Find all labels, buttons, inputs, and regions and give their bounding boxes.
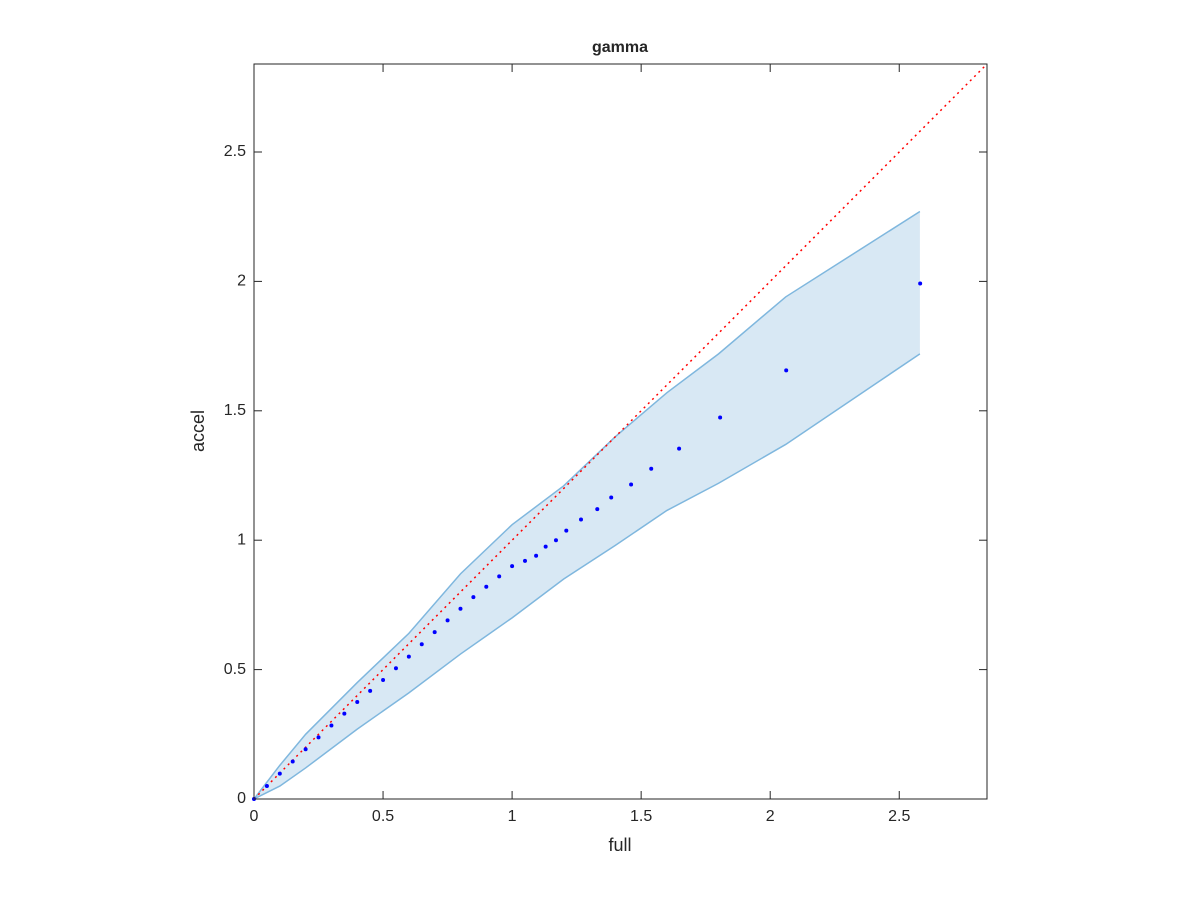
data-point — [406, 654, 411, 659]
data-point — [534, 553, 539, 558]
data-point — [677, 446, 682, 451]
x-tick-label: 1 — [508, 808, 517, 825]
data-point — [329, 723, 334, 728]
x-axis-label: full — [608, 835, 631, 855]
y-tick-label: 2.5 — [224, 143, 246, 160]
data-point — [342, 711, 347, 716]
y-tick-label: 2 — [237, 273, 246, 290]
data-point — [445, 618, 450, 623]
chart-title: gamma — [592, 39, 648, 56]
data-point — [629, 482, 634, 487]
data-point — [368, 688, 373, 693]
data-point — [510, 564, 515, 569]
data-point — [471, 595, 476, 600]
x-tick-label: 2.5 — [888, 808, 910, 825]
data-point — [393, 666, 398, 671]
data-point — [264, 784, 269, 789]
data-point — [523, 558, 528, 563]
data-point — [316, 735, 321, 740]
data-point — [355, 699, 360, 704]
axes-box — [253, 63, 988, 800]
data-point — [277, 771, 282, 776]
data-point — [609, 495, 614, 500]
data-point — [419, 642, 424, 647]
data-point — [918, 281, 923, 286]
data-point — [543, 544, 548, 549]
y-tick-label: 1 — [237, 531, 246, 548]
x-tick-label: 0.5 — [372, 808, 394, 825]
data-point — [458, 606, 463, 611]
reference-line — [253, 63, 988, 800]
confidence-band — [254, 211, 920, 800]
data-point — [484, 584, 489, 589]
band-upper — [253, 210, 921, 800]
data-point — [579, 517, 584, 522]
data-point — [718, 415, 723, 420]
data-point — [553, 538, 558, 543]
data-point — [497, 574, 502, 579]
data-point — [784, 368, 789, 373]
data-point — [564, 528, 569, 533]
x-tick-label: 1.5 — [630, 808, 652, 825]
data-point — [381, 677, 386, 682]
x-tick-label: 2 — [766, 808, 775, 825]
y-tick-label: 0.5 — [224, 661, 246, 678]
data-point — [595, 507, 600, 512]
data-point — [432, 630, 437, 635]
band-lower — [253, 353, 921, 800]
data-point — [649, 466, 654, 471]
y-tick-label: 1.5 — [224, 402, 246, 419]
data-point — [290, 759, 295, 764]
data-point — [303, 747, 308, 752]
x-tick-label: 0 — [250, 808, 259, 825]
y-axis-label: accel — [188, 410, 208, 452]
y-tick-label: 0 — [237, 790, 246, 807]
